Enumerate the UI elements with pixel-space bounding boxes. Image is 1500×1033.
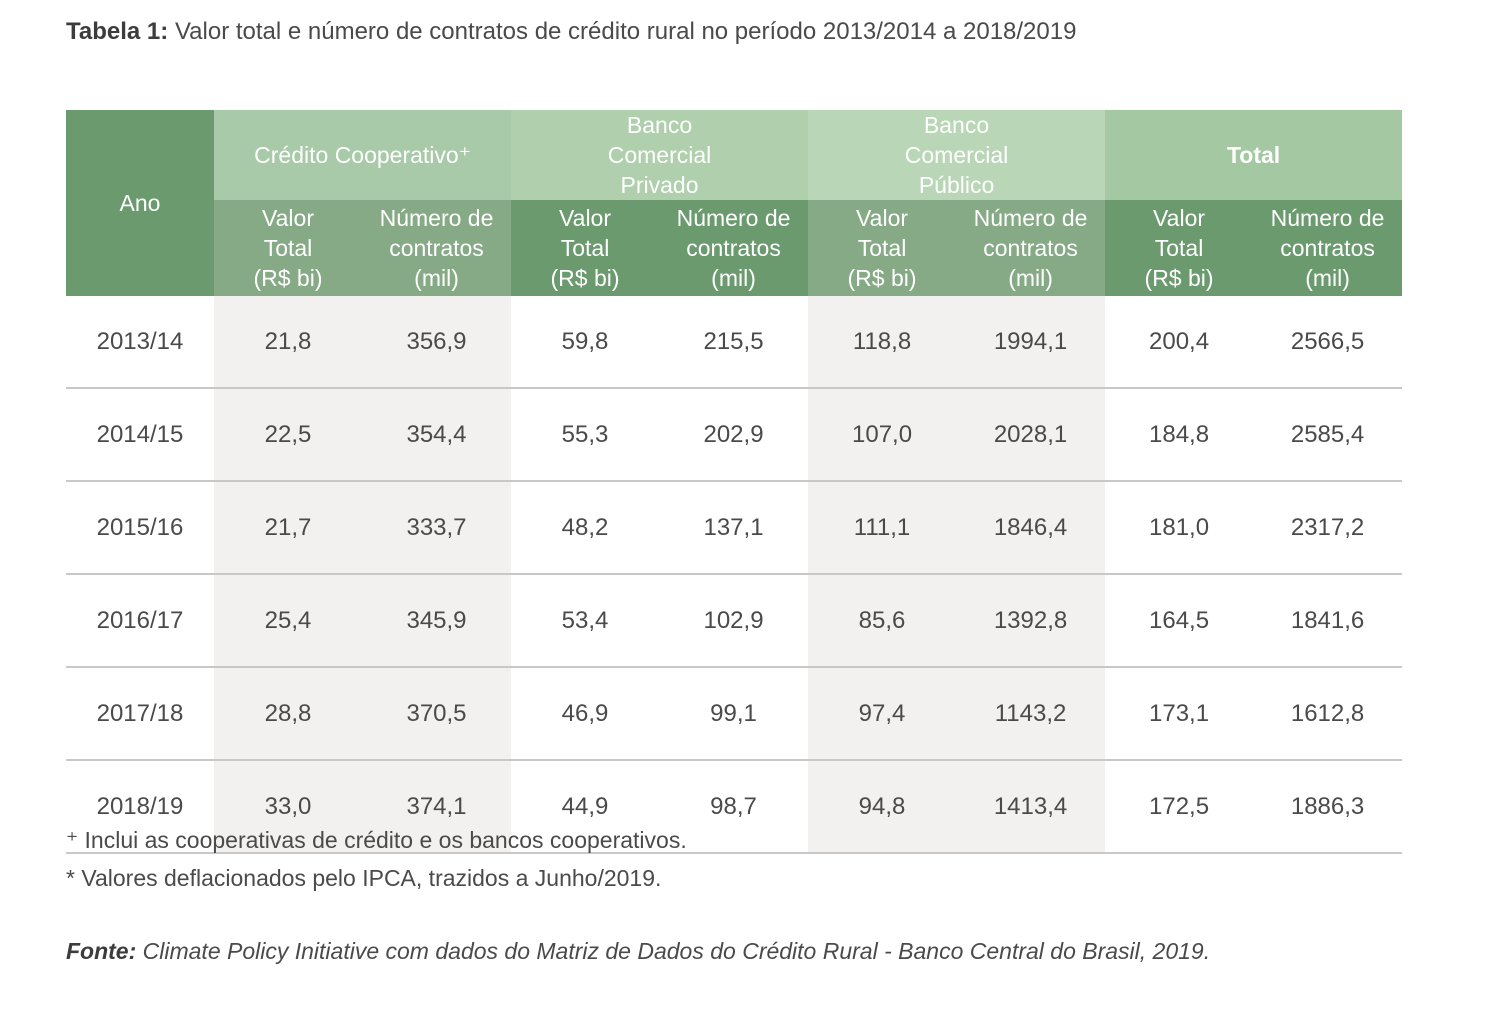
year-cell: 2016/17 xyxy=(66,574,214,668)
group-header-cooperativo: Crédito Cooperativo⁺ xyxy=(214,110,512,200)
count-cell: 356,9 xyxy=(362,296,512,389)
count-cell: 1392,8 xyxy=(956,574,1106,668)
value-cell: 181,0 xyxy=(1105,481,1254,575)
value-cell: 85,6 xyxy=(808,574,957,668)
value-cell: 33,0 xyxy=(214,760,362,854)
count-cell: 1886,3 xyxy=(1253,760,1403,854)
value-cell: 94,8 xyxy=(808,760,957,854)
count-cell: 1841,6 xyxy=(1253,574,1403,668)
value-cell: 97,4 xyxy=(808,667,957,761)
footnote-cooperative: ⁺ Inclui as cooperativas de crédito e os… xyxy=(66,827,687,853)
value-cell: 48,2 xyxy=(511,481,660,575)
count-cell: 1413,4 xyxy=(956,760,1106,854)
table-row: 2018/19 33,0 374,1 44,9 98,7 94,8 1413,4… xyxy=(66,760,1403,854)
count-cell: 1612,8 xyxy=(1253,667,1403,761)
value-cell: 200,4 xyxy=(1105,296,1254,389)
value-cell: 184,8 xyxy=(1105,388,1254,482)
group-header-privado: Banco Comercial Privado xyxy=(511,110,809,200)
count-cell: 2028,1 xyxy=(956,388,1106,482)
table-row: 2016/17 25,4 345,9 53,4 102,9 85,6 1392,… xyxy=(66,574,1403,668)
year-header: Ano xyxy=(66,110,214,296)
table-title-label: Tabela 1: xyxy=(66,18,169,45)
value-cell: 28,8 xyxy=(214,667,362,761)
source-note: Fonte: Climate Policy Initiative com dad… xyxy=(66,938,1210,965)
sub-header-count: Número de contratos (mil) xyxy=(659,200,809,296)
count-cell: 215,5 xyxy=(659,296,809,389)
value-cell: 173,1 xyxy=(1105,667,1254,761)
year-cell: 2014/15 xyxy=(66,388,214,482)
count-cell: 374,1 xyxy=(362,760,512,854)
count-cell: 2317,2 xyxy=(1253,481,1403,575)
value-cell: 107,0 xyxy=(808,388,957,482)
value-cell: 59,8 xyxy=(511,296,660,389)
count-cell: 1143,2 xyxy=(956,667,1106,761)
table-row: 2017/18 28,8 370,5 46,9 99,1 97,4 1143,2… xyxy=(66,667,1403,761)
value-cell: 172,5 xyxy=(1105,760,1254,854)
value-cell: 118,8 xyxy=(808,296,957,389)
count-cell: 99,1 xyxy=(659,667,809,761)
table-row: 2015/16 21,7 333,7 48,2 137,1 111,1 1846… xyxy=(66,481,1403,575)
count-cell: 1846,4 xyxy=(956,481,1106,575)
sub-header-value: Valor Total (R$ bi) xyxy=(1105,200,1254,296)
count-cell: 2585,4 xyxy=(1253,388,1403,482)
count-cell: 98,7 xyxy=(659,760,809,854)
group-header-publico: Banco Comercial Público xyxy=(808,110,1106,200)
count-cell: 354,4 xyxy=(362,388,512,482)
year-cell: 2017/18 xyxy=(66,667,214,761)
sub-header-value: Valor Total (R$ bi) xyxy=(214,200,362,296)
table-row: 2013/14 21,8 356,9 59,8 215,5 118,8 1994… xyxy=(66,296,1403,389)
footnote-deflated: * Valores deflacionados pelo IPCA, trazi… xyxy=(66,865,662,891)
value-cell: 111,1 xyxy=(808,481,957,575)
table-row: 2014/15 22,5 354,4 55,3 202,9 107,0 2028… xyxy=(66,388,1403,482)
count-cell: 333,7 xyxy=(362,481,512,575)
sub-header-count: Número de contratos (mil) xyxy=(362,200,512,296)
year-cell: 2018/19 xyxy=(66,760,214,854)
value-cell: 53,4 xyxy=(511,574,660,668)
count-cell: 102,9 xyxy=(659,574,809,668)
source-text: Climate Policy Initiative com dados do M… xyxy=(142,938,1211,964)
year-cell: 2013/14 xyxy=(66,296,214,389)
sub-header-value: Valor Total (R$ bi) xyxy=(511,200,660,296)
group-header-total: Total xyxy=(1105,110,1403,200)
year-cell: 2015/16 xyxy=(66,481,214,575)
value-cell: 21,8 xyxy=(214,296,362,389)
table-title: Tabela 1: Valor total e número de contra… xyxy=(66,18,1076,46)
sub-header-value: Valor Total (R$ bi) xyxy=(808,200,957,296)
sub-header-count: Número de contratos (mil) xyxy=(1253,200,1403,296)
value-cell: 25,4 xyxy=(214,574,362,668)
value-cell: 21,7 xyxy=(214,481,362,575)
value-cell: 55,3 xyxy=(511,388,660,482)
value-cell: 46,9 xyxy=(511,667,660,761)
count-cell: 2566,5 xyxy=(1253,296,1403,389)
source-label: Fonte: xyxy=(66,938,137,964)
credit-table: Ano Crédito Cooperativo⁺ Banco Comercial… xyxy=(66,110,1403,854)
table-title-text: Valor total e número de contratos de cré… xyxy=(174,18,1077,45)
count-cell: 370,5 xyxy=(362,667,512,761)
count-cell: 137,1 xyxy=(659,481,809,575)
value-cell: 44,9 xyxy=(511,760,660,854)
count-cell: 202,9 xyxy=(659,388,809,482)
count-cell: 1994,1 xyxy=(956,296,1106,389)
count-cell: 345,9 xyxy=(362,574,512,668)
value-cell: 164,5 xyxy=(1105,574,1254,668)
value-cell: 22,5 xyxy=(214,388,362,482)
sub-header-count: Número de contratos (mil) xyxy=(956,200,1106,296)
